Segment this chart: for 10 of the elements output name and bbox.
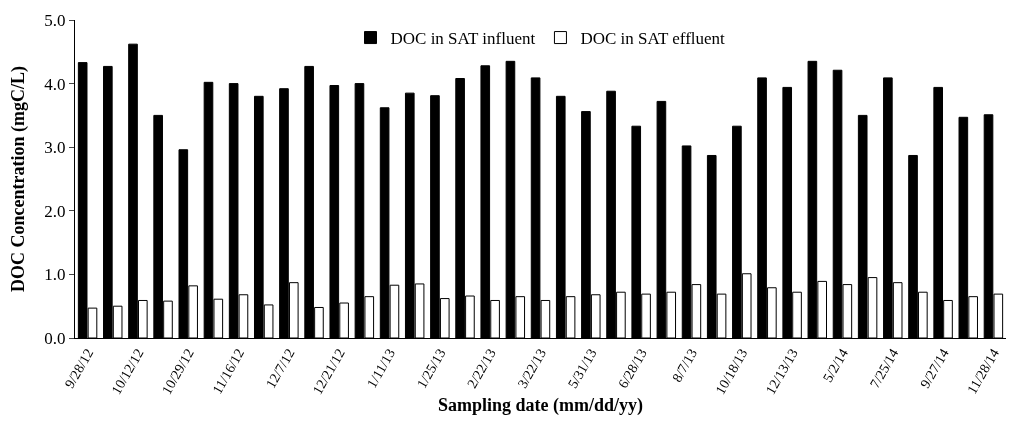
legend-label: DOC in SAT influent [390, 29, 536, 49]
y-axis-title: DOC Concentration (mgC/L) [7, 66, 29, 292]
y-tick-label: 4.0 [44, 74, 66, 94]
y-tick-label: 1.0 [44, 265, 66, 285]
y-tick-label: 0.0 [44, 328, 66, 348]
legend-label: DOC in SAT effluent [580, 29, 726, 49]
y-tick-label: 2.0 [44, 201, 66, 221]
x-axis-title: Sampling date (mm/dd/yy) [437, 395, 644, 417]
y-tick-label: 5.0 [44, 10, 66, 30]
y-tick-label: 3.0 [44, 138, 66, 158]
